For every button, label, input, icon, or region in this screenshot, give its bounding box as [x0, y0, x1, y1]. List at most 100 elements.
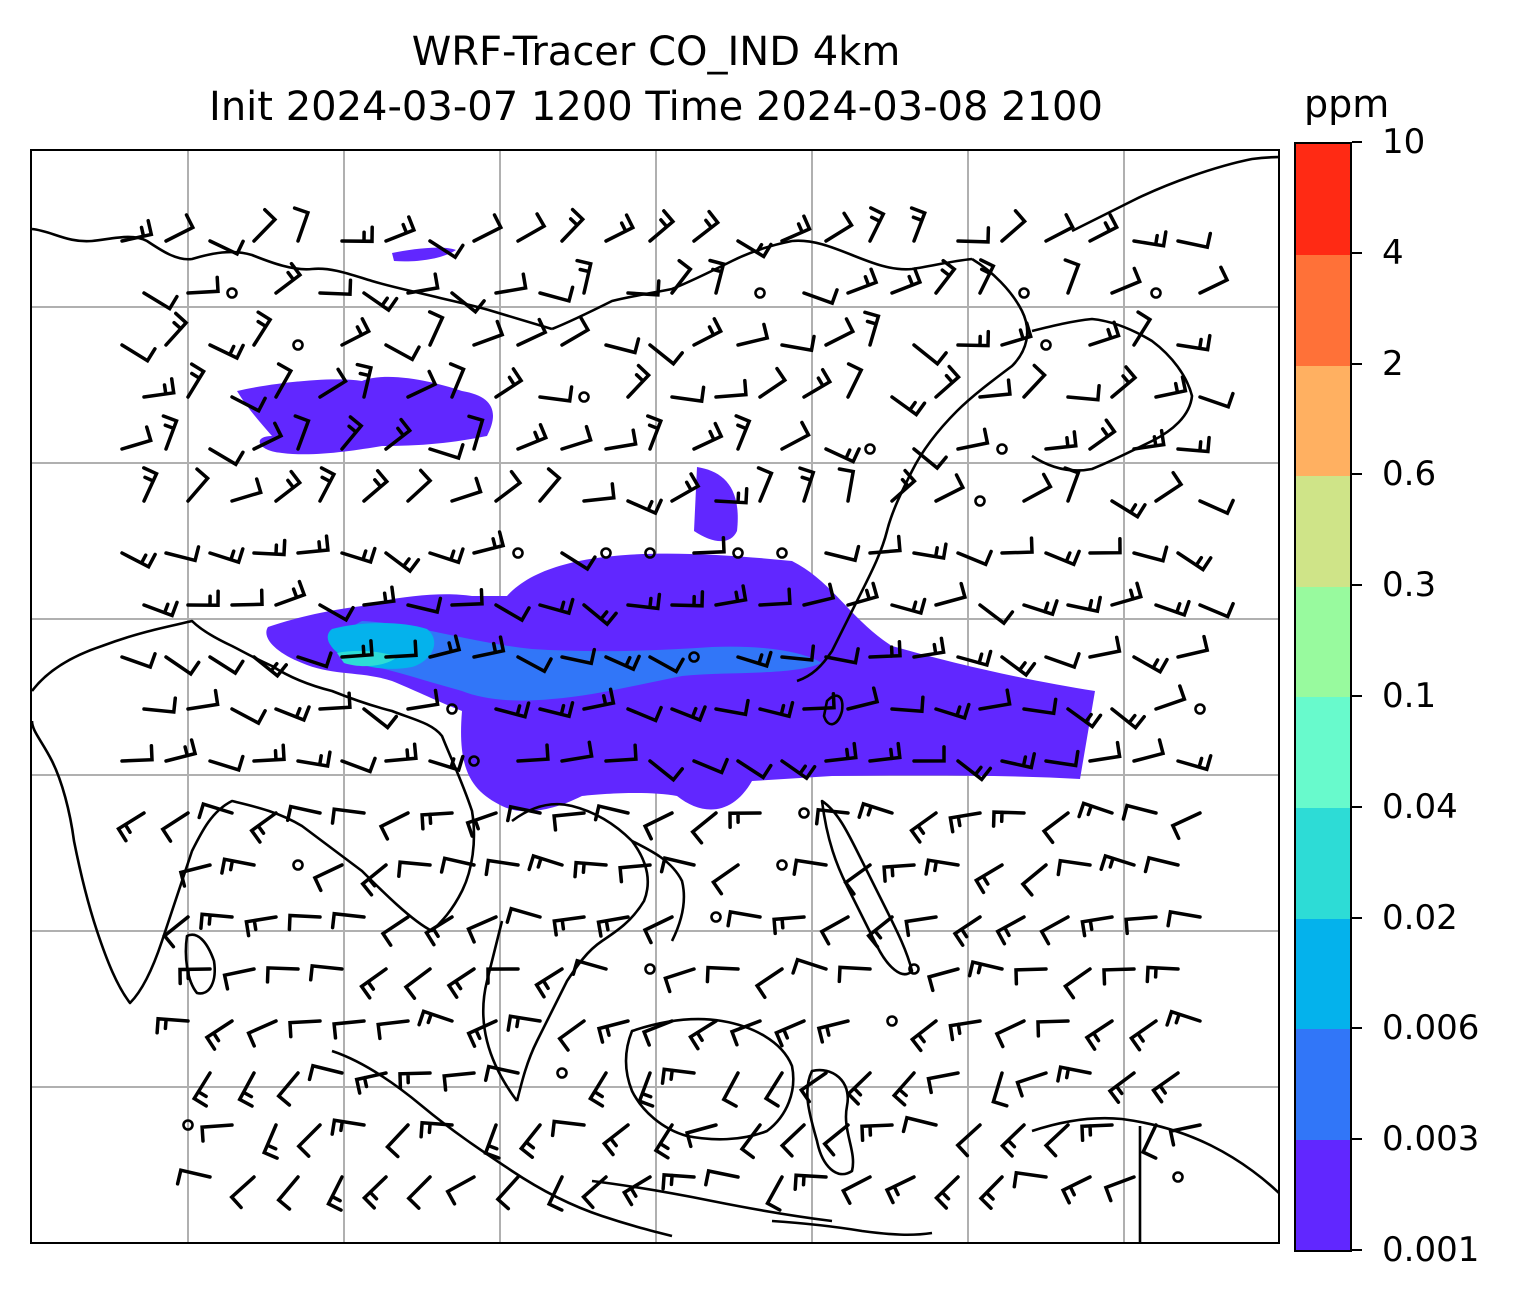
wind-barb: [340, 639, 374, 659]
wind-barb: [704, 1168, 740, 1187]
wind-barb: [312, 863, 344, 893]
wind-barb: [660, 1067, 696, 1085]
wind-barb: [161, 414, 179, 451]
borneo-coast: [624, 1017, 795, 1141]
sulawesi-coast: [805, 1068, 855, 1176]
wind-barb: [708, 258, 726, 295]
wind-barb: [560, 207, 586, 243]
plume-north-patch: [237, 376, 494, 455]
new-guinea-coast: [1031, 1116, 1278, 1194]
wind-barb: [340, 756, 377, 774]
wind-barb: [380, 915, 410, 947]
wind-barb: [780, 334, 816, 353]
wind-barb: [142, 600, 179, 618]
wind-barb: [378, 811, 410, 841]
calm-wind-marker: [182, 1119, 194, 1131]
wind-barb: [186, 362, 207, 399]
wind-barb: [505, 906, 542, 924]
wind-barb: [596, 915, 630, 938]
wind-barb: [846, 362, 864, 399]
wind-barb: [330, 911, 366, 930]
wind-barb: [648, 655, 685, 674]
wind-barb: [384, 343, 421, 362]
wind-barb: [230, 395, 267, 414]
wind-barb: [1198, 265, 1230, 295]
wind-barb: [252, 655, 288, 679]
wind-barb: [246, 1019, 278, 1048]
colorbar-tick: [1352, 251, 1362, 254]
gulf-of-thailand-coast: [631, 839, 686, 942]
colorbar-segment: [1296, 365, 1350, 477]
colorbar-tick: [1352, 1027, 1362, 1030]
wind-barb: [763, 1071, 784, 1108]
wind-barb: [714, 486, 749, 505]
wind-barb: [175, 1168, 212, 1186]
wind-barb: [956, 549, 993, 567]
calm-wind-marker: [798, 807, 810, 819]
wind-barb: [178, 967, 212, 986]
calm-wind-marker: [1040, 339, 1052, 351]
wind-barb: [538, 285, 575, 304]
colorbar-tick-label: 0.04: [1382, 786, 1458, 827]
wind-barb: [160, 811, 190, 843]
wind-barb: [1063, 258, 1081, 295]
wind-barb: [538, 701, 575, 719]
wind-barb: [860, 1123, 894, 1143]
wind-barb: [355, 362, 374, 399]
wind-barb: [604, 337, 641, 355]
wind-barb: [442, 1071, 476, 1092]
wind-barb: [814, 807, 850, 826]
wind-barb: [274, 579, 307, 607]
calm-wind-marker: [776, 859, 788, 871]
wind-barb: [868, 534, 902, 555]
wind-barb: [204, 1019, 234, 1051]
taiwan-coast: [822, 694, 844, 726]
indochina-coast: [511, 802, 650, 1102]
wind-barb: [560, 647, 597, 666]
wind-barb: [582, 687, 616, 711]
wind-barb: [824, 647, 860, 665]
wind-barb: [354, 1071, 388, 1095]
wind-barb: [728, 811, 762, 829]
wind-barb: [721, 1071, 740, 1108]
wind-barb: [428, 634, 462, 659]
wind-barb: [450, 588, 484, 607]
wind-barb: [837, 467, 856, 503]
colorbar-tick: [1352, 473, 1362, 476]
wind-barb: [593, 803, 630, 822]
colorbar-segment: [1296, 1028, 1350, 1140]
wind-barb: [274, 261, 303, 295]
calm-wind-marker: [886, 1015, 898, 1027]
wind-barb: [688, 1019, 718, 1051]
wind-barb: [244, 915, 278, 938]
wind-barb: [249, 811, 278, 844]
wind-barb: [802, 691, 836, 711]
wind-barb: [403, 967, 432, 1000]
wind-barb: [774, 1019, 806, 1048]
wind-barb: [1012, 1170, 1048, 1189]
wind-barb: [692, 209, 721, 243]
wind-barb: [384, 215, 417, 243]
wind-barb: [560, 740, 594, 763]
wind-barb: [1088, 213, 1120, 243]
wind-barb: [819, 915, 850, 946]
wind-barb: [824, 447, 861, 464]
wind-barb: [843, 863, 872, 896]
wind-barb: [340, 225, 374, 244]
wind-barb: [417, 1009, 454, 1027]
wind-barb: [1039, 915, 1070, 946]
wind-barb: [330, 1118, 366, 1136]
colorbar-segment: [1296, 1139, 1350, 1250]
wind-barb: [1198, 391, 1235, 410]
wind-barb: [495, 1175, 520, 1211]
wind-barb: [948, 811, 982, 834]
wind-barb: [428, 754, 465, 773]
wind-barb: [439, 856, 476, 874]
wind-barb: [863, 310, 881, 347]
wind-barb: [1110, 707, 1146, 731]
calm-wind-marker: [1018, 287, 1030, 299]
calm-wind-marker: [864, 443, 876, 455]
wind-barb: [340, 415, 364, 451]
wind-barb: [890, 597, 927, 616]
wind-barb: [199, 912, 234, 930]
